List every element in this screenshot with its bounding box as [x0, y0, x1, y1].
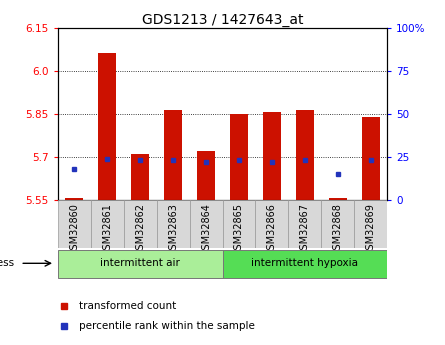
Bar: [222, 250, 387, 278]
Bar: [354, 200, 387, 248]
Bar: [329, 198, 347, 200]
Text: GSM32869: GSM32869: [366, 204, 376, 256]
Bar: [296, 109, 314, 200]
Bar: [58, 250, 222, 278]
Text: transformed count: transformed count: [79, 301, 177, 311]
Bar: [362, 117, 380, 200]
Bar: [58, 200, 91, 248]
Title: GDS1213 / 1427643_at: GDS1213 / 1427643_at: [142, 12, 303, 27]
Text: GSM32865: GSM32865: [234, 204, 244, 256]
Text: GSM32860: GSM32860: [69, 204, 79, 256]
Text: intermittent hypoxia: intermittent hypoxia: [251, 258, 358, 268]
Text: intermittent air: intermittent air: [100, 258, 180, 268]
Text: GSM32862: GSM32862: [135, 204, 145, 256]
Bar: [190, 200, 222, 248]
Text: GSM32861: GSM32861: [102, 204, 112, 256]
Bar: [91, 200, 124, 248]
Text: percentile rank within the sample: percentile rank within the sample: [79, 321, 255, 331]
Bar: [65, 198, 83, 200]
Bar: [124, 200, 157, 248]
Bar: [321, 200, 354, 248]
Text: GSM32867: GSM32867: [300, 204, 310, 256]
Text: GSM32868: GSM32868: [333, 204, 343, 256]
Text: GSM32864: GSM32864: [201, 204, 211, 256]
Bar: [164, 109, 182, 200]
Bar: [131, 154, 149, 200]
Text: GSM32866: GSM32866: [267, 204, 277, 256]
Bar: [230, 114, 248, 200]
Bar: [222, 200, 255, 248]
Bar: [263, 112, 281, 200]
Bar: [288, 200, 321, 248]
Bar: [255, 200, 288, 248]
Bar: [98, 53, 116, 200]
Bar: [197, 151, 215, 200]
Bar: [157, 200, 190, 248]
Text: GSM32863: GSM32863: [168, 204, 178, 256]
Text: stress: stress: [0, 258, 14, 268]
